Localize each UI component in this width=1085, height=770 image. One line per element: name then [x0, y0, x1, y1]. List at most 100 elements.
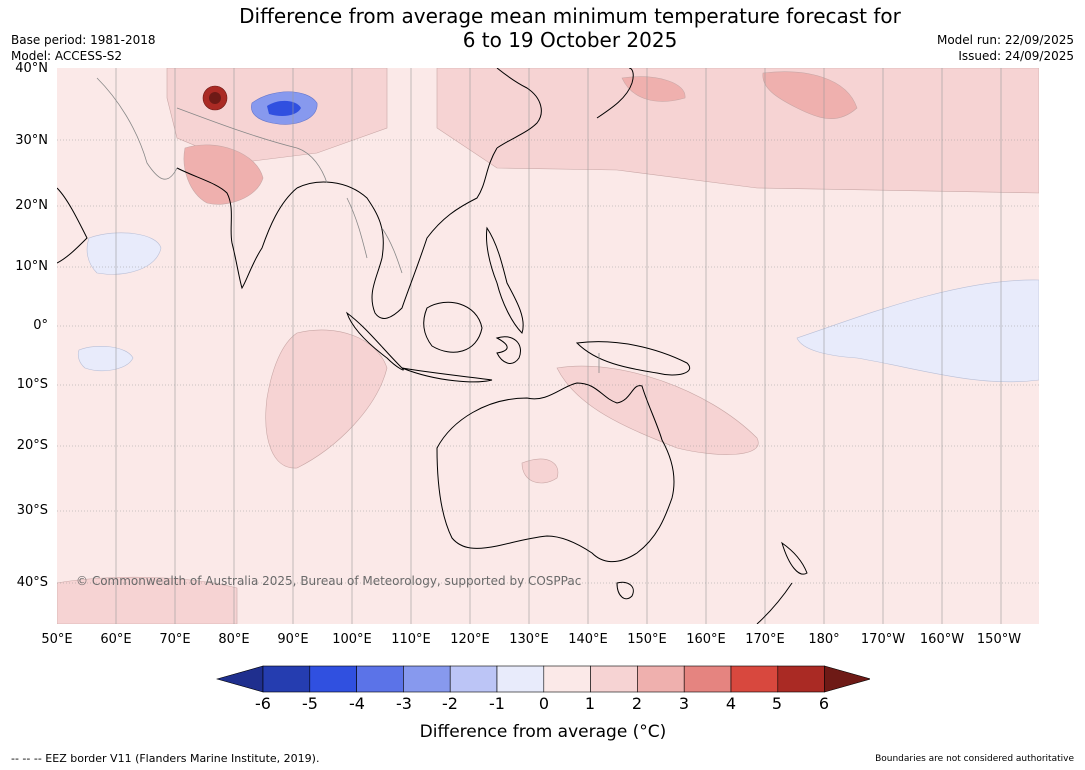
- anomaly-arabian-sea-cool: [86, 232, 162, 275]
- lon-label-100e: 100°E: [332, 632, 372, 647]
- coast-new-zealand-north: [781, 541, 808, 575]
- coast-australia: [436, 382, 675, 563]
- anomaly-hotspot-core: [209, 92, 221, 104]
- map-title: Difference from average mean minimum tem…: [120, 4, 1020, 52]
- border-west: [96, 77, 178, 180]
- anomaly-japan-area: [621, 76, 686, 102]
- meta-left: Base period: 1981-2018 Model: ACCESS-S2: [11, 32, 156, 64]
- lon-label-150e: 150°E: [627, 632, 667, 647]
- lon-label-130e: 130°E: [509, 632, 549, 647]
- coast-philippines: [486, 226, 524, 334]
- colorbar-tick-0: 0: [538, 694, 550, 713]
- lat-label-40s: 40°S: [16, 575, 48, 590]
- colorbar-cell: [403, 665, 451, 693]
- colorbar-cell: [730, 665, 779, 693]
- coast-china: [496, 68, 542, 149]
- border-himalaya: [176, 107, 328, 184]
- colorbar-tick-neg4: -4: [349, 694, 365, 713]
- colorbar-tick-neg6: -6: [255, 694, 271, 713]
- colorbar-cells: [216, 665, 870, 693]
- lon-label-160w: 160°W: [919, 632, 965, 647]
- issued-date: Issued: 24/09/2025: [958, 49, 1074, 63]
- coast-sumatra: [346, 311, 404, 371]
- lat-label-20s: 20°S: [16, 438, 48, 453]
- coast-japan: [596, 68, 634, 119]
- coast-india: [176, 167, 298, 290]
- graticule: [57, 68, 1039, 624]
- model-run: Model run: 22/09/2025: [936, 33, 1074, 47]
- anomaly-india: [183, 144, 264, 205]
- colorbar-cell: [309, 665, 357, 693]
- coast-java: [401, 367, 493, 383]
- colorbar-tick-5: 5: [771, 694, 783, 713]
- lon-label-70e: 70°E: [159, 632, 191, 647]
- border-indochina: [346, 197, 403, 274]
- colorbar-arrow-low: [216, 665, 264, 693]
- colorbar-tick-6: 6: [818, 694, 830, 713]
- coast-new-guinea: [575, 341, 690, 376]
- lon-label-150w: 150°W: [976, 632, 1022, 647]
- lon-label-90e: 90°E: [277, 632, 309, 647]
- colorbar-cell: [637, 665, 685, 693]
- lat-label-30n: 30°N: [15, 133, 48, 148]
- colorbar-tick-neg2: -2: [442, 694, 458, 713]
- coast-new-zealand-south: [756, 582, 793, 624]
- lon-label-160e: 160°E: [686, 632, 726, 647]
- title-line-2: 6 to 19 October 2025: [462, 28, 678, 52]
- colorbar-cell: [777, 665, 825, 693]
- anomaly-southern-ocean: [57, 576, 238, 624]
- colorbar-cell: [496, 665, 545, 693]
- anomaly-west-indian-cool: [77, 345, 134, 371]
- lon-label-50e: 50°E: [41, 632, 73, 647]
- coast-mainland-se-asia: [296, 147, 498, 319]
- colorbar-cell: [449, 665, 498, 693]
- lon-label-120e: 120°E: [450, 632, 490, 647]
- colorbar-cell: [590, 665, 638, 693]
- copyright-notice: © Commonwealth of Australia 2025, Bureau…: [76, 574, 582, 588]
- lon-label-170e: 170°E: [745, 632, 785, 647]
- colorbar-label: Difference from average (°C): [419, 722, 667, 742]
- anomaly-australia-centre: [521, 458, 559, 484]
- colorbar-cell: [543, 665, 591, 693]
- colorbar: [216, 665, 870, 693]
- colorbar-tick-neg3: -3: [396, 694, 412, 713]
- anomaly-png-area: [556, 365, 759, 455]
- lat-label-30s: 30°S: [16, 503, 48, 518]
- base-period: Base period: 1981-2018: [11, 33, 156, 47]
- anomaly-north-pacific-patch: [762, 71, 858, 119]
- colorbar-tick-3: 3: [678, 694, 690, 713]
- colorbar-arrow-high: [824, 665, 870, 693]
- lon-label-170w: 170°W: [860, 632, 906, 647]
- coast-sulawesi: [495, 336, 521, 364]
- anomaly-warm-regions: [57, 68, 1039, 624]
- lon-label-60e: 60°E: [100, 632, 132, 647]
- lat-label-20n: 20°N: [15, 198, 48, 213]
- meta-right: Model run: 22/09/2025 Issued: 24/09/2025: [937, 32, 1074, 64]
- colorbar-cell: [683, 665, 732, 693]
- coast-borneo: [423, 301, 483, 353]
- forecast-map: [57, 68, 1039, 624]
- title-line-1: Difference from average mean minimum tem…: [239, 4, 901, 28]
- colorbar-cell: [262, 665, 311, 693]
- colorbar-cell: [356, 665, 404, 693]
- coast-tasmania: [616, 581, 634, 600]
- map-svg: [57, 68, 1039, 624]
- lon-label-80e: 80°E: [218, 632, 250, 647]
- anomaly-cool-regions: [77, 91, 1039, 383]
- anomaly-central-pacific-cool: [796, 279, 1039, 383]
- lon-label-140e: 140°E: [568, 632, 608, 647]
- lat-label-10s: 10°S: [16, 377, 48, 392]
- colorbar-tick-2: 2: [631, 694, 643, 713]
- national-borders: [96, 77, 600, 373]
- anomaly-indian-ocean: [265, 329, 388, 469]
- anomaly-tibet-cool-core: [267, 100, 301, 116]
- lat-label-40n: 40°N: [15, 61, 48, 76]
- model-name: Model: ACCESS-S2: [11, 49, 123, 63]
- lat-label-10n: 10°N: [15, 259, 48, 274]
- lat-label-0: 0°: [33, 318, 48, 333]
- colorbar-tick-1: 1: [584, 694, 596, 713]
- anomaly-band-north-pacific: [436, 68, 1039, 194]
- colorbar-tick-neg5: -5: [302, 694, 318, 713]
- lon-label-180: 180°: [808, 632, 840, 647]
- eez-note: -- -- -- EEZ border V11 (Flanders Marine…: [11, 752, 320, 765]
